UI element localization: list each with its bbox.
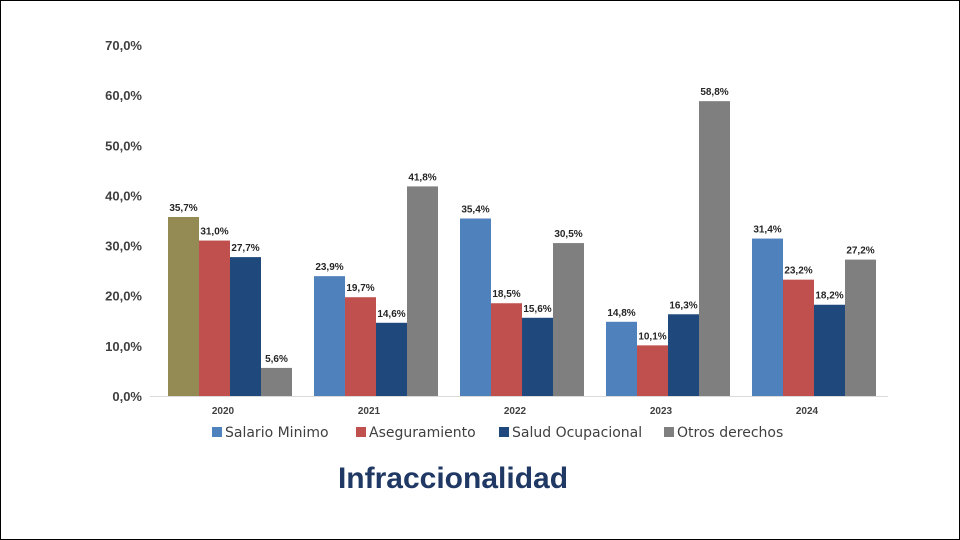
y-tick-label: 70,0% <box>105 38 142 53</box>
bar <box>637 345 668 396</box>
legend-swatch <box>356 427 366 437</box>
y-tick-label: 30,0% <box>105 239 142 254</box>
data-label: 27,7% <box>231 243 259 254</box>
bar <box>522 317 553 396</box>
bar <box>845 259 876 396</box>
bar <box>606 321 637 396</box>
slide-title: Infraccionalidad <box>337 462 569 495</box>
legend-label: Otros derechos <box>677 425 783 441</box>
data-label: 14,6% <box>377 309 405 320</box>
bar <box>168 216 199 396</box>
y-axis: 0,0% 10,0% 20,0% 30,0% 40,0% 50,0% 60,0% 70,0% <box>105 38 142 404</box>
bar <box>491 303 522 396</box>
y-tick-label: 10,0% <box>105 339 142 354</box>
bar <box>699 101 730 396</box>
y-tick-label: 0,0% <box>112 389 142 404</box>
data-label: 10,1% <box>638 331 666 342</box>
bar <box>345 297 376 396</box>
y-tick-label: 60,0% <box>105 88 142 103</box>
data-label: 16,3% <box>669 300 697 311</box>
bar <box>460 218 491 396</box>
legend-swatch <box>212 427 222 437</box>
data-label: 23,9% <box>315 262 343 273</box>
data-label: 14,8% <box>607 308 635 319</box>
bar <box>230 257 261 396</box>
legend-label: Aseguramiento <box>369 425 476 441</box>
data-label: 30,5% <box>554 229 582 240</box>
bar <box>261 367 292 396</box>
legend-label: Salud Ocupacional <box>512 425 642 441</box>
y-tick-label: 20,0% <box>105 289 142 304</box>
bar <box>199 240 230 396</box>
x-tick-label: 2021 <box>358 406 381 417</box>
bar <box>814 304 845 396</box>
x-tick-label: 2024 <box>796 406 819 417</box>
bar <box>553 243 584 396</box>
bar <box>668 314 699 396</box>
x-axis: 2020 2021 2022 2023 2024 <box>150 396 888 417</box>
bar <box>376 322 407 396</box>
data-label: 41,8% <box>408 172 436 183</box>
bars <box>168 101 876 396</box>
x-tick-label: 2020 <box>212 406 235 417</box>
y-tick-label: 50,0% <box>105 138 142 153</box>
bar <box>752 238 783 396</box>
bar-chart: 0,0%10,0%20,0%30,0%40,0%50,0%60,0%70,0% … <box>105 38 888 441</box>
legend: Salario Minimo Aseguramiento Salud Ocupaci… <box>212 425 783 441</box>
data-label: 19,7% <box>346 283 374 294</box>
x-tick-label: 2022 <box>504 406 527 417</box>
data-label: 15,6% <box>523 304 551 315</box>
bar <box>783 279 814 396</box>
data-label: 27,2% <box>846 246 874 257</box>
data-label: 18,5% <box>492 289 520 300</box>
y-tick-label: 40,0% <box>105 188 142 203</box>
x-tick-label: 2023 <box>650 406 673 417</box>
legend-swatch <box>664 427 674 437</box>
data-label: 35,4% <box>461 204 489 215</box>
data-label: 23,2% <box>784 266 812 277</box>
data-labels: 35,7% 23,9% 35,4% 14,8% 31,4% 31,0% 19,7% 18,5%… <box>169 87 874 365</box>
legend-swatch <box>499 427 509 437</box>
bar <box>407 186 438 396</box>
data-label: 31,0% <box>200 227 228 238</box>
bar <box>314 276 345 396</box>
data-label: 18,2% <box>815 291 843 302</box>
data-label: 58,8% <box>700 87 728 98</box>
data-label: 31,4% <box>753 225 781 236</box>
legend-label: Salario Minimo <box>225 425 329 441</box>
data-label: 5,6% <box>265 354 288 365</box>
data-label: 35,7% <box>169 203 197 214</box>
